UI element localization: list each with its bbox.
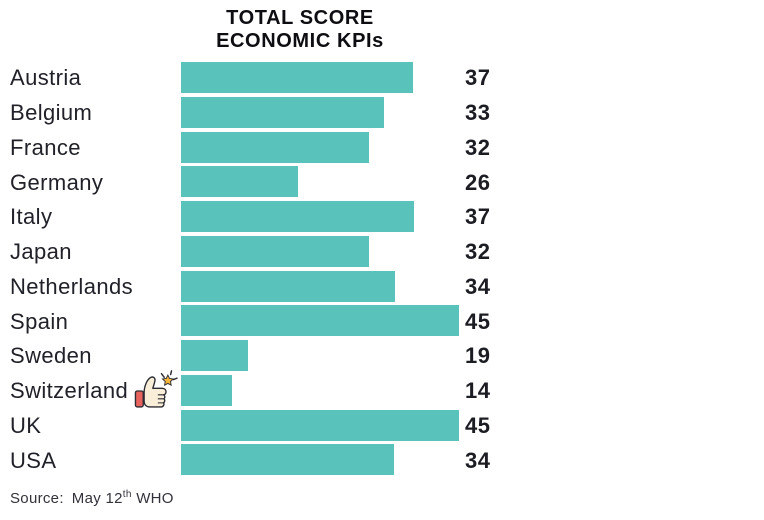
chart-title: TOTAL SCORE ECONOMIC KPIs — [140, 7, 460, 53]
bar-chart: Austria 37 Belgium 33 France — [0, 61, 764, 478]
value-label: 45 — [465, 308, 491, 334]
category-label: Italy — [10, 204, 53, 230]
chart-row: Germany 26 — [0, 165, 764, 200]
category-label: Switzerland — [10, 378, 129, 404]
bar — [181, 96, 384, 128]
category-label: Japan — [10, 239, 72, 265]
category-label: Netherlands — [10, 273, 134, 299]
chart-title-line2: ECONOMIC KPIs — [216, 30, 384, 52]
chart-row: UK 45 — [0, 409, 764, 444]
bar — [181, 62, 413, 93]
bar — [181, 131, 369, 163]
bar — [181, 409, 459, 441]
category-label: USA — [10, 447, 57, 473]
value-label: 32 — [465, 134, 491, 160]
bar — [181, 374, 232, 406]
category-label: Austria — [10, 65, 82, 91]
chart-row: Austria 37 — [0, 61, 764, 96]
category-label: Belgium — [10, 100, 93, 126]
value-label: 37 — [465, 65, 491, 91]
source-date: May 12 — [71, 490, 123, 507]
category-label: UK — [10, 412, 42, 438]
source-note: Source: May 12th WHO — [10, 489, 174, 507]
source-org: WHO — [131, 490, 174, 507]
category-label: France — [10, 134, 81, 160]
value-label: 45 — [465, 412, 491, 438]
source-date-ordinal: th — [122, 489, 132, 500]
chart-row: USA 34 — [0, 443, 764, 478]
chart-row: Switzerland 14 — [0, 369, 764, 409]
category-label: Sweden — [10, 343, 92, 369]
chart-row: Netherlands 34 — [0, 270, 764, 305]
value-label: 19 — [465, 343, 491, 369]
chart-row: Spain 45 — [0, 304, 764, 339]
chart-row: Belgium 33 — [0, 96, 764, 131]
chart-row: Japan 32 — [0, 235, 764, 270]
value-label: 34 — [465, 273, 491, 299]
chart-title-line1: TOTAL SCORE — [226, 7, 374, 29]
value-label: 33 — [465, 100, 491, 126]
bar — [181, 340, 248, 371]
category-label: Spain — [10, 308, 69, 334]
bar — [181, 305, 459, 337]
value-label: 34 — [465, 447, 491, 473]
thumbs-up-star-icon — [134, 369, 178, 408]
bar — [181, 444, 394, 476]
value-label: 37 — [465, 204, 491, 230]
value-label: 32 — [465, 239, 491, 265]
value-label: 26 — [465, 169, 491, 195]
source-label: Source: — [10, 490, 64, 507]
category-label: Germany — [10, 169, 104, 195]
bar — [181, 166, 298, 198]
chart-row: France 32 — [0, 131, 764, 166]
bar — [181, 235, 369, 267]
bar — [181, 270, 395, 302]
chart-row: Sweden 19 — [0, 339, 764, 374]
value-label: 14 — [465, 378, 491, 404]
chart-row: Italy 37 — [0, 200, 764, 235]
bar — [181, 201, 414, 232]
